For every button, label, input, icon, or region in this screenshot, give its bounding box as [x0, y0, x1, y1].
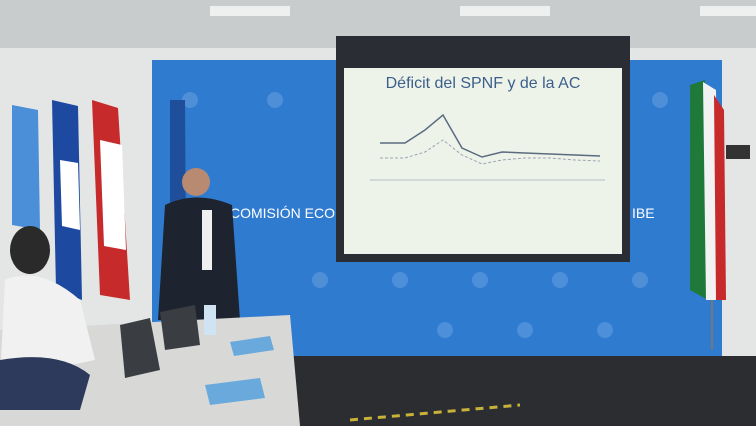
photo-scene: COMISIÓN ECO IBE Déficit del SPNF y de l… — [0, 0, 756, 426]
page: COMISIÓN ECO IBE Déficit del SPNF y de l… — [0, 0, 756, 426]
ceiling-light — [210, 6, 290, 16]
flag-stripe — [100, 140, 126, 250]
ceiling-light — [700, 6, 756, 16]
water-bottle — [204, 305, 216, 335]
slide — [344, 68, 622, 254]
floor — [280, 356, 756, 426]
flag-stripe — [60, 160, 80, 230]
presenter-head — [182, 168, 210, 196]
backdrop-text: IBE — [632, 205, 655, 221]
attendee-head — [10, 226, 50, 274]
flag — [12, 105, 40, 230]
ceiling-light — [460, 6, 550, 16]
backdrop-text: COMISIÓN ECO — [230, 205, 335, 221]
camera — [726, 145, 750, 159]
presenter-shirt — [202, 210, 212, 270]
slide-title: Déficit del SPNF y de la AC — [386, 75, 581, 92]
presenter-body — [158, 198, 240, 321]
laptop — [160, 305, 200, 350]
